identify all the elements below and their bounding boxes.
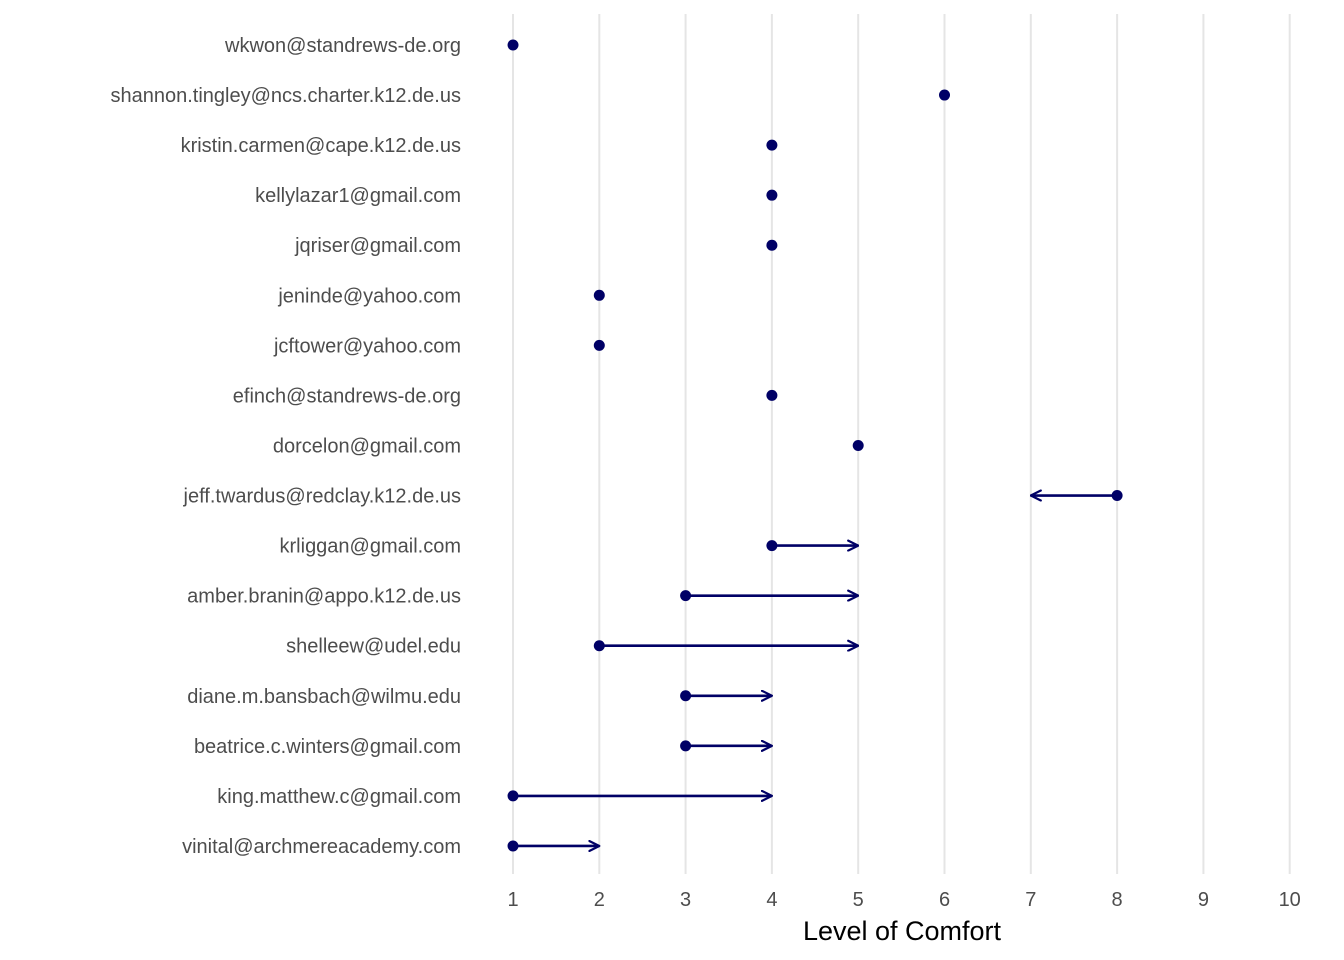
x-axis-ticks: 1 2 3 4 5 6 7 8 9 10 — [507, 889, 1300, 911]
y-label-11: amber.branin@appo.k12.de.us — [187, 586, 461, 608]
start-point-1 — [939, 89, 950, 101]
y-label-8: dorcelon@gmail.com — [273, 435, 461, 457]
x-tick-label-5: 5 — [853, 889, 864, 911]
start-point-4 — [766, 239, 778, 251]
data-series — [507, 39, 1123, 852]
x-tick-label-10: 10 — [1279, 889, 1301, 911]
x-tick-label-3: 3 — [680, 889, 691, 911]
start-point-16 — [507, 840, 519, 852]
start-point-8 — [852, 439, 864, 451]
y-axis-labels: wkwon@standrews-de.org shannon.tingley@nc… — [110, 35, 461, 858]
y-label-10: krliggan@gmail.com — [280, 536, 461, 558]
start-point-2 — [766, 139, 778, 151]
y-label-7: efinch@standrews-de.org — [233, 385, 461, 407]
y-label-1: shannon.tingley@ncs.charter.k12.de.us — [110, 85, 461, 107]
x-tick-label-4: 4 — [766, 889, 777, 911]
y-label-4: jqriser@gmail.com — [294, 235, 461, 257]
start-point-12 — [593, 640, 605, 652]
start-point-11 — [680, 590, 692, 602]
x-tick-label-6: 6 — [939, 889, 950, 911]
y-label-2: kristin.carmen@cape.k12.de.us — [181, 135, 461, 157]
start-point-3 — [766, 189, 778, 201]
start-point-7 — [766, 389, 778, 401]
x-axis-title: Level of Comfort — [803, 916, 1002, 946]
x-tick-label-2: 2 — [594, 889, 605, 911]
start-point-10 — [766, 540, 778, 552]
start-point-0 — [507, 39, 519, 51]
start-point-6 — [593, 339, 605, 351]
x-tick-label-9: 9 — [1198, 889, 1209, 911]
y-label-16: vinital@archmereacademy.com — [182, 836, 461, 858]
x-tick-label-7: 7 — [1025, 889, 1036, 911]
y-label-9: jeff.twardus@redclay.k12.de.us — [183, 486, 461, 508]
y-label-6: jcftower@yahoo.com — [273, 335, 461, 357]
x-tick-label-8: 8 — [1112, 889, 1123, 911]
y-label-3: kellylazar1@gmail.com — [255, 185, 461, 207]
y-label-5: jeninde@yahoo.com — [277, 285, 461, 307]
y-label-15: king.matthew.c@gmail.com — [217, 786, 461, 808]
grid-lines — [512, 14, 1291, 874]
start-point-9 — [1111, 490, 1123, 502]
start-point-15 — [507, 790, 519, 802]
start-point-13 — [680, 690, 692, 702]
y-label-12: shelleew@udel.edu — [286, 636, 461, 658]
start-point-5 — [593, 289, 605, 301]
x-tick-label-1: 1 — [507, 889, 518, 911]
start-point-14 — [680, 740, 692, 752]
y-label-14: beatrice.c.winters@gmail.com — [194, 736, 461, 758]
y-label-0: wkwon@standrews-de.org — [224, 35, 461, 57]
y-label-13: diane.m.bansbach@wilmu.edu — [187, 686, 461, 708]
